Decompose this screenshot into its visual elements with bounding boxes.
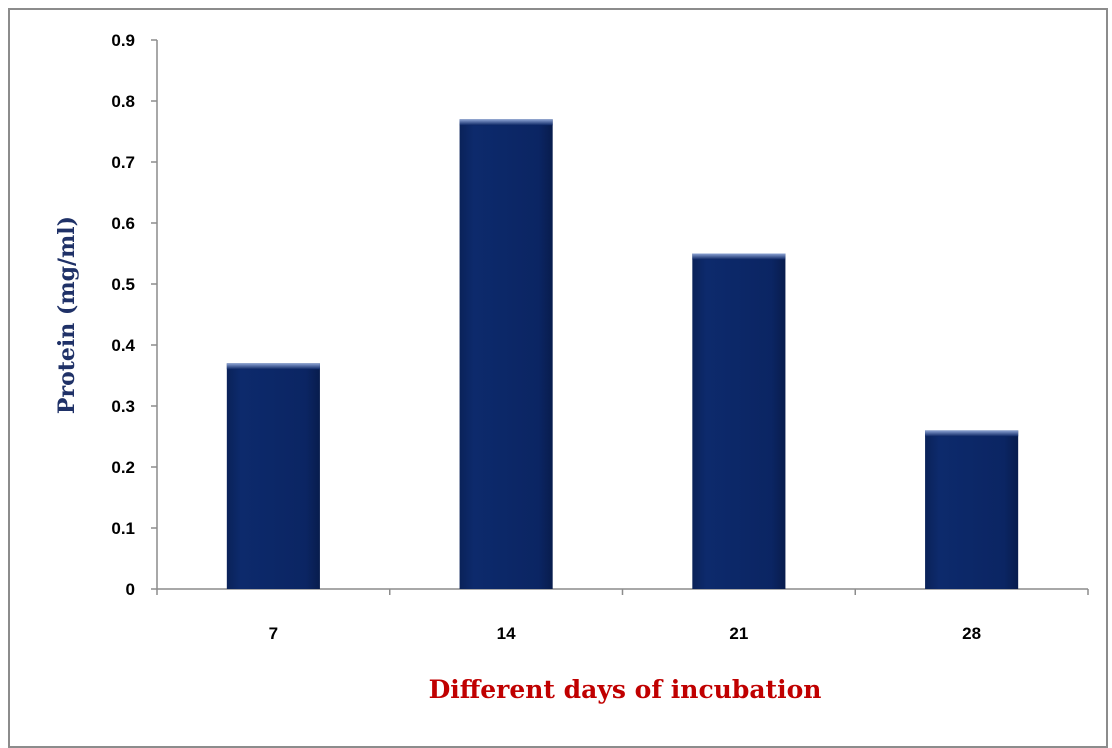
y-tick-label: 0.8 — [111, 92, 135, 111]
chart-frame — [8, 8, 1108, 748]
bar-body — [459, 119, 553, 590]
y-tick-label: 0.5 — [111, 275, 135, 294]
y-tick-label: 0.7 — [111, 153, 135, 172]
y-tick-label: 0.9 — [111, 31, 135, 50]
x-ticks — [156, 589, 1089, 595]
bar-21 — [692, 253, 786, 589]
bar-body — [226, 363, 320, 589]
bar-7 — [226, 363, 320, 589]
bars — [226, 119, 1019, 590]
y-tick-label: 0.6 — [111, 214, 135, 233]
y-tick-label: 0.3 — [111, 397, 135, 416]
x-tick-label: 14 — [497, 624, 516, 643]
bar-bevel — [226, 363, 320, 370]
x-axis-title: Different days of incubation — [429, 675, 822, 704]
y-tick-label: 0.1 — [111, 519, 135, 538]
x-tick-label: 7 — [269, 624, 278, 643]
y-axis-title: Protein (mg/ml) — [54, 216, 80, 414]
x-tick-labels: 7 14 21 28 — [269, 624, 981, 643]
bar-bevel — [692, 253, 786, 260]
x-tick-label: 21 — [729, 624, 748, 643]
y-tick-labels: 0 0.1 0.2 0.3 0.4 0.5 0.6 0.7 0.8 0.9 — [111, 31, 135, 599]
bar-bevel — [925, 430, 1019, 437]
y-tick-label: 0.4 — [111, 336, 135, 355]
bar-28 — [925, 430, 1019, 589]
y-ticks — [151, 39, 157, 590]
bar-bevel — [459, 119, 553, 126]
x-tick-label: 28 — [962, 624, 981, 643]
bar-body — [925, 430, 1019, 589]
bar-body — [692, 253, 786, 589]
y-tick-label: 0 — [126, 580, 135, 599]
bar-14 — [459, 119, 553, 590]
y-tick-label: 0.2 — [111, 458, 135, 477]
bar-chart: 0 0.1 0.2 0.3 0.4 0.5 0.6 0.7 0.8 0.9 7 14 21 28 Dif… — [54, 31, 1089, 704]
